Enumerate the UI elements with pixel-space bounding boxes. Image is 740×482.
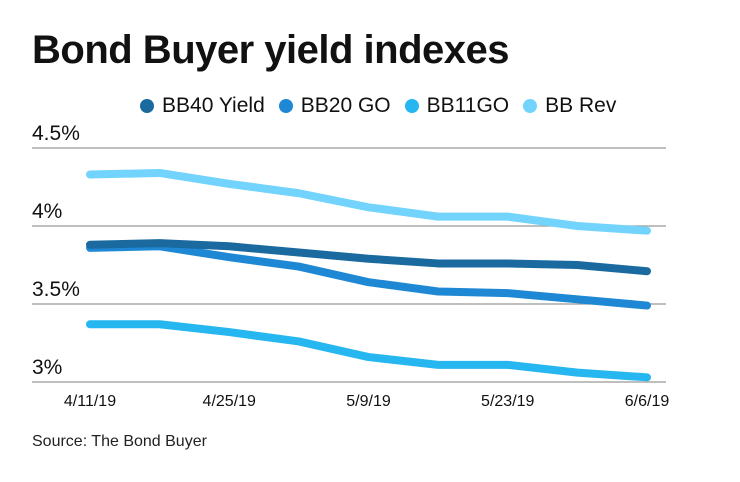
legend-item: BB11GO bbox=[404, 94, 510, 118]
x-tick-label: 4/11/19 bbox=[64, 393, 116, 410]
legend-item: BB Rev bbox=[523, 94, 616, 118]
y-tick-label: 3.5% bbox=[32, 278, 80, 301]
legend-item: BB40 Yield bbox=[140, 94, 265, 118]
legend-item: BB20 GO bbox=[278, 94, 391, 118]
source-note: Source: The Bond Buyer bbox=[32, 433, 207, 450]
y-tick-label: 3% bbox=[32, 356, 62, 379]
legend-label: BB11GO bbox=[426, 94, 510, 117]
legend-swatch bbox=[278, 99, 293, 113]
y-tick-label: 4.5% bbox=[32, 122, 80, 145]
legend: BB40 Yield BB20 GO BB11GO BB Rev bbox=[140, 94, 616, 118]
series-line-bb11go bbox=[86, 320, 651, 382]
chart-title: Bond Buyer yield indexes bbox=[32, 28, 510, 72]
x-tick-label: 4/25/19 bbox=[203, 393, 256, 410]
legend-label: BB40 Yield bbox=[162, 94, 265, 117]
series-line-bb-rev bbox=[86, 168, 651, 235]
legend-label: BB Rev bbox=[545, 94, 617, 117]
legend-label: BB20 GO bbox=[300, 94, 391, 117]
x-tick-label: 6/6/19 bbox=[625, 393, 670, 410]
series-line-bb20-go bbox=[86, 242, 651, 310]
y-tick-label: 4% bbox=[32, 200, 62, 223]
x-tick-label: 5/9/19 bbox=[346, 393, 391, 410]
legend-swatch bbox=[140, 99, 154, 113]
legend-swatch bbox=[523, 99, 538, 113]
x-tick-label: 5/23/19 bbox=[481, 393, 534, 410]
legend-swatch bbox=[404, 99, 419, 113]
series-line-bb40-yield bbox=[86, 239, 651, 276]
